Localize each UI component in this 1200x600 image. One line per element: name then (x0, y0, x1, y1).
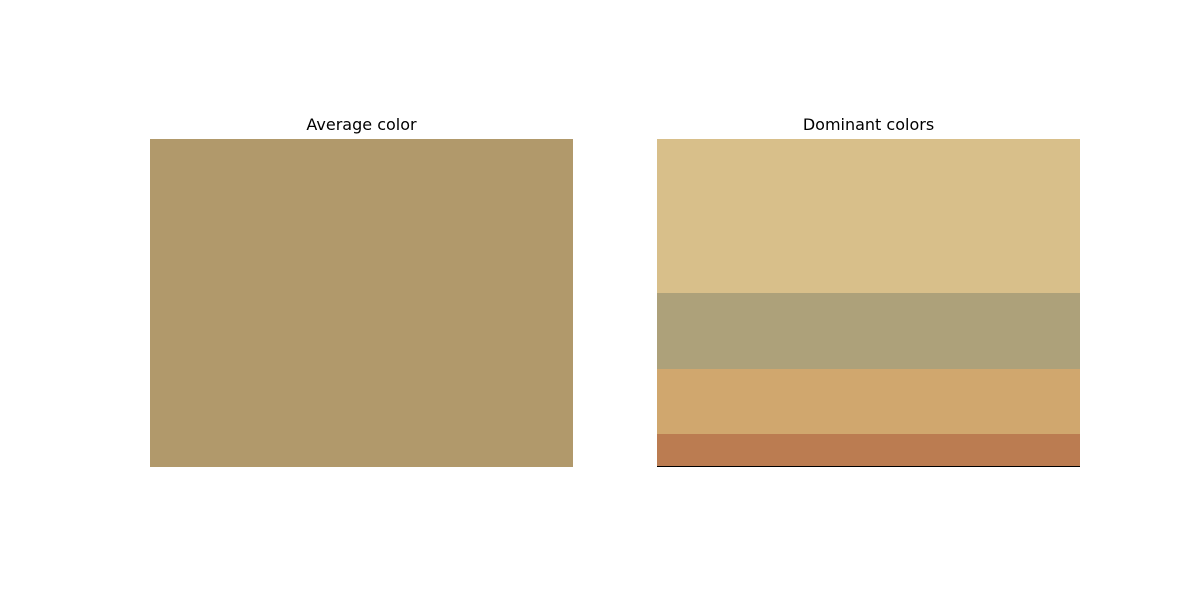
dominant-color-band (657, 434, 1080, 467)
dominant-colors-swatches (657, 139, 1080, 467)
dominant-color-band (657, 293, 1080, 369)
dominant-colors-title: Dominant colors (802, 115, 935, 134)
dominant-color-band (657, 368, 1080, 435)
average-color-title: Average color (306, 115, 417, 134)
average-color-swatch (150, 139, 573, 467)
dominant-color-band (657, 139, 1080, 294)
axis-baseline (657, 466, 1080, 467)
